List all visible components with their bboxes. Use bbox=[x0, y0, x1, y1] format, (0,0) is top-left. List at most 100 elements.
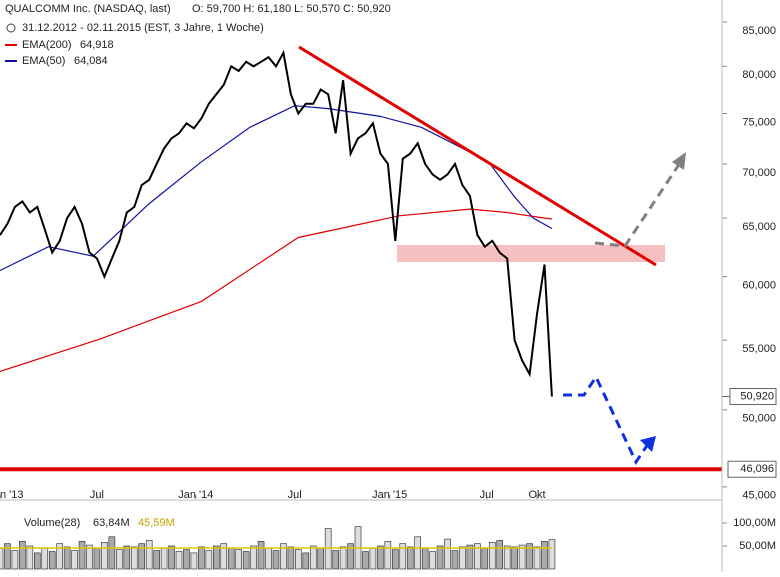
volume-bar bbox=[26, 545, 34, 570]
legend-value: 64,084 bbox=[74, 55, 108, 67]
volume-bar bbox=[0, 547, 4, 570]
volume-bar bbox=[429, 551, 436, 570]
volume-bar bbox=[19, 541, 26, 570]
subtitle: 31.12.2012 - 02.11.2015 (EST, 3 Jahre, 1… bbox=[22, 22, 264, 34]
x-tick-label: Jul bbox=[480, 489, 494, 501]
up-arrow bbox=[594, 159, 684, 248]
volume-bar bbox=[138, 543, 146, 570]
price-line bbox=[0, 49, 553, 397]
volume-bar bbox=[153, 550, 160, 570]
volume-bar bbox=[123, 545, 131, 570]
y-tick-label: 80,000 bbox=[742, 69, 776, 81]
volume-last: 63,84M bbox=[93, 517, 130, 529]
volume-bar bbox=[466, 544, 474, 570]
volume-bar bbox=[339, 546, 347, 570]
x-tick-label: Okt bbox=[528, 489, 545, 501]
volume-bar bbox=[86, 544, 93, 570]
volume-bar bbox=[265, 547, 272, 570]
volume-bar bbox=[369, 547, 377, 570]
volume-bar bbox=[116, 549, 123, 570]
volume-bar bbox=[533, 546, 541, 570]
volume-bar bbox=[198, 546, 205, 570]
volume-bar bbox=[41, 547, 49, 570]
volume-bar bbox=[384, 541, 392, 570]
volume-bar bbox=[280, 543, 287, 570]
y-tick-label: 65,000 bbox=[742, 221, 776, 233]
volume-bar bbox=[160, 547, 168, 570]
level-box bbox=[727, 460, 777, 478]
volume-bar bbox=[399, 543, 407, 570]
plot bbox=[0, 49, 722, 570]
x-tick-label: Jul bbox=[288, 489, 302, 501]
volume-bar bbox=[56, 543, 63, 570]
volume-bar bbox=[496, 540, 504, 570]
volume-bar bbox=[421, 547, 429, 570]
volume-bar bbox=[130, 546, 138, 570]
volume-bar bbox=[414, 536, 421, 570]
volume-bar bbox=[406, 546, 414, 570]
volume-bar bbox=[213, 545, 220, 570]
down-arrow bbox=[563, 373, 650, 466]
volume-tick-label: 50,00M bbox=[739, 540, 776, 552]
volume-bar bbox=[205, 550, 213, 570]
volume-average-label: 45,59M bbox=[138, 517, 175, 529]
volume-bar bbox=[451, 550, 459, 570]
trend-line bbox=[298, 45, 657, 267]
volume-bar bbox=[526, 543, 533, 570]
volume-bar bbox=[541, 541, 548, 570]
volume-bar bbox=[362, 551, 369, 570]
volume-bar bbox=[183, 549, 190, 570]
clock-icon bbox=[6, 23, 16, 33]
ohlc-info: O: 59,700 H: 61,180 L: 50,570 C: 50,920 bbox=[192, 3, 391, 15]
volume-bar bbox=[317, 547, 325, 570]
legend-label: EMA(200) bbox=[22, 39, 72, 51]
volume-title: Volume(28) bbox=[24, 517, 80, 529]
volume-bar bbox=[4, 543, 11, 570]
volume-bar bbox=[459, 546, 466, 570]
volume-bar bbox=[108, 536, 116, 570]
y-tick-label: 60,000 bbox=[742, 279, 776, 291]
volume-bar bbox=[503, 545, 511, 570]
y-tick-label: 85,000 bbox=[742, 25, 776, 37]
last-price-label: 50,920 bbox=[740, 390, 774, 402]
volume-bar bbox=[242, 551, 250, 570]
volume-bar bbox=[257, 541, 265, 570]
volume-bar bbox=[444, 538, 451, 570]
volume-bar bbox=[377, 545, 384, 570]
volume-bar bbox=[78, 541, 86, 570]
price-box bbox=[729, 388, 777, 406]
volume-bar bbox=[287, 546, 295, 570]
volume-bar bbox=[63, 546, 71, 570]
ema-line bbox=[0, 208, 552, 372]
volume-bar bbox=[48, 551, 56, 570]
resistance-zone bbox=[397, 245, 665, 262]
volume-bar bbox=[511, 546, 518, 570]
volume-bar bbox=[302, 552, 310, 570]
y-tick-label: 50,000 bbox=[742, 413, 776, 425]
volume-bar bbox=[436, 545, 444, 570]
volume-bar bbox=[518, 544, 526, 570]
volume-bar bbox=[332, 550, 339, 570]
volume-bar bbox=[227, 547, 235, 570]
volume-bar bbox=[168, 545, 175, 570]
volume-bar bbox=[175, 551, 183, 570]
volume-tick-label: 100,00M bbox=[733, 517, 776, 529]
volume-bar bbox=[71, 550, 78, 570]
y-tick-label: 45,000 bbox=[742, 490, 776, 502]
y-tick-label: 75,000 bbox=[742, 116, 776, 128]
volume-bar bbox=[250, 545, 257, 570]
x-tick-label: Jan '14 bbox=[178, 489, 213, 501]
volume-bar bbox=[145, 540, 153, 570]
volume-bar bbox=[220, 543, 228, 570]
grid bbox=[0, 21, 727, 547]
legend-value: 64,918 bbox=[80, 39, 114, 51]
volume-bar bbox=[548, 539, 556, 570]
volume-bar bbox=[481, 547, 489, 570]
level-label: 46,096 bbox=[740, 463, 774, 475]
chart-title: QUALCOMM Inc. (NASDAQ, last) bbox=[5, 3, 171, 15]
ema-line bbox=[0, 105, 553, 272]
volume-bar bbox=[488, 542, 496, 570]
volume-bar bbox=[190, 552, 198, 570]
